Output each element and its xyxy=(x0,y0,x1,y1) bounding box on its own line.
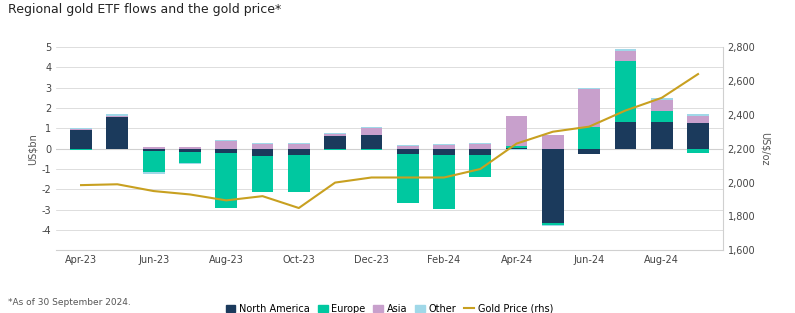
Bar xyxy=(252,143,273,144)
Bar xyxy=(397,145,419,146)
Bar xyxy=(215,140,237,141)
Bar xyxy=(687,149,709,153)
Bar xyxy=(469,149,491,155)
Bar xyxy=(615,61,636,122)
Gold Price (rhs) xyxy=(294,206,304,210)
Bar xyxy=(215,149,237,153)
Gold Price (rhs) xyxy=(693,72,703,76)
Bar xyxy=(615,51,636,61)
Bar xyxy=(651,98,673,100)
Text: *As of 30 September 2024.: *As of 30 September 2024. xyxy=(8,298,130,307)
Gold Price (rhs) xyxy=(76,183,86,187)
Bar xyxy=(542,149,564,223)
Bar xyxy=(215,141,237,149)
Bar xyxy=(143,172,165,174)
Bar xyxy=(506,146,527,148)
Bar xyxy=(578,149,600,154)
Bar xyxy=(252,144,273,149)
Bar xyxy=(107,114,128,116)
Bar xyxy=(651,111,673,122)
Bar xyxy=(578,89,600,127)
Bar xyxy=(360,127,382,128)
Gold Price (rhs) xyxy=(331,181,340,184)
Bar xyxy=(615,122,636,149)
Bar xyxy=(542,225,564,226)
Bar xyxy=(288,149,310,155)
Bar xyxy=(70,131,92,149)
Bar xyxy=(578,88,600,89)
Gold Price (rhs) xyxy=(149,189,158,193)
Bar xyxy=(252,149,273,156)
Bar xyxy=(687,115,709,123)
Legend: North America, Europe, Asia, Other, Gold Price (rhs): North America, Europe, Asia, Other, Gold… xyxy=(222,300,557,313)
Bar xyxy=(542,223,564,225)
Bar xyxy=(179,146,201,149)
Bar xyxy=(687,123,709,149)
Bar xyxy=(252,156,273,192)
Bar xyxy=(288,143,310,144)
Gold Price (rhs) xyxy=(439,176,448,179)
Bar xyxy=(651,100,673,111)
Bar xyxy=(107,116,128,117)
Bar xyxy=(360,128,382,136)
Bar xyxy=(70,129,92,131)
Bar xyxy=(70,149,92,150)
Gold Price (rhs) xyxy=(403,176,413,179)
Bar xyxy=(615,49,636,51)
Bar xyxy=(506,116,527,146)
Bar xyxy=(324,133,346,135)
Y-axis label: US$/oz: US$/oz xyxy=(759,132,770,166)
Bar xyxy=(179,152,201,162)
Text: Regional gold ETF flows and the gold price*: Regional gold ETF flows and the gold pri… xyxy=(8,3,281,16)
Gold Price (rhs) xyxy=(621,109,630,112)
Gold Price (rhs) xyxy=(113,182,122,186)
Bar xyxy=(179,149,201,152)
Bar xyxy=(360,149,382,150)
Bar xyxy=(324,149,346,150)
Gold Price (rhs) xyxy=(512,142,522,146)
Bar xyxy=(288,144,310,149)
Bar xyxy=(578,127,600,149)
Gold Price (rhs) xyxy=(584,125,594,129)
Gold Price (rhs) xyxy=(475,167,485,171)
Bar xyxy=(397,146,419,149)
Bar xyxy=(397,149,419,154)
Bar xyxy=(70,128,92,129)
Gold Price (rhs) xyxy=(258,194,267,198)
Bar xyxy=(433,144,455,145)
Bar xyxy=(324,135,346,136)
Bar xyxy=(506,148,527,149)
Bar xyxy=(397,154,419,203)
Bar xyxy=(433,145,455,149)
Bar xyxy=(324,136,346,149)
Bar xyxy=(433,155,455,209)
Bar xyxy=(542,136,564,149)
Bar xyxy=(469,144,491,149)
Bar xyxy=(143,149,165,151)
Gold Price (rhs) xyxy=(657,96,666,100)
Bar xyxy=(469,155,491,177)
Gold Price (rhs) xyxy=(185,192,195,196)
Gold Price (rhs) xyxy=(548,130,557,134)
Bar xyxy=(651,122,673,149)
Bar xyxy=(143,146,165,149)
Bar xyxy=(215,153,237,208)
Bar xyxy=(469,143,491,144)
Bar xyxy=(143,151,165,172)
Line: Gold Price (rhs): Gold Price (rhs) xyxy=(81,74,698,208)
Bar xyxy=(107,117,128,149)
Gold Price (rhs) xyxy=(366,176,376,179)
Bar xyxy=(506,149,527,150)
Gold Price (rhs) xyxy=(222,198,231,202)
Bar xyxy=(179,162,201,164)
Y-axis label: US$bn: US$bn xyxy=(28,133,37,165)
Bar xyxy=(360,136,382,149)
Bar xyxy=(433,149,455,155)
Bar xyxy=(288,155,310,192)
